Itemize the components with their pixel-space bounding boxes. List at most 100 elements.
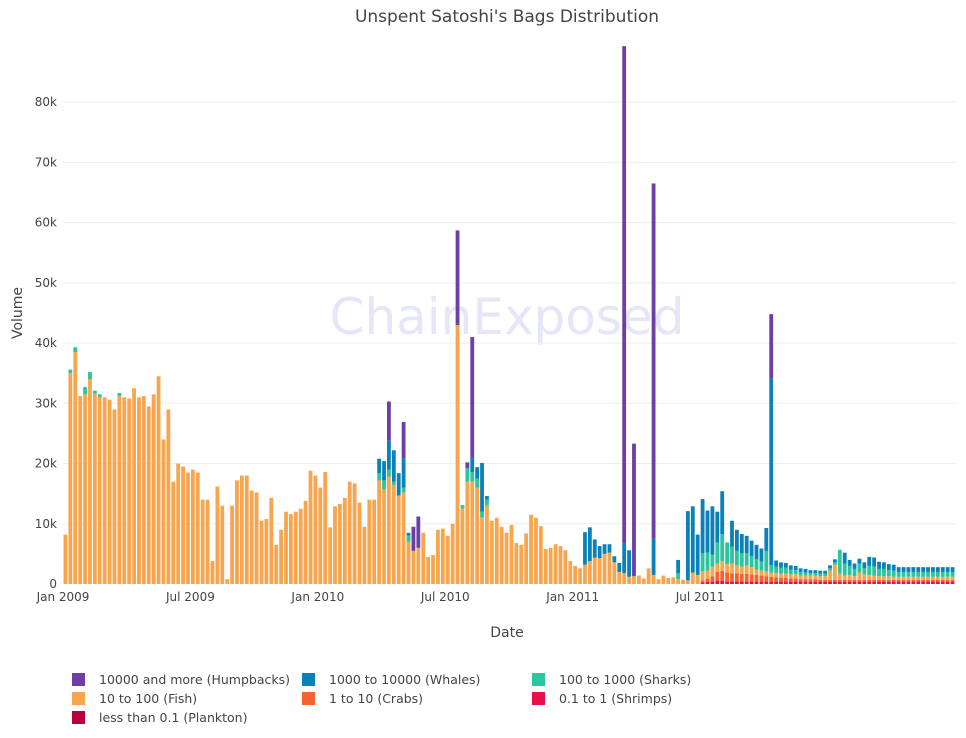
bar-segment[interactable] (931, 583, 935, 584)
bar-segment[interactable] (460, 508, 465, 584)
bar-segment[interactable] (788, 569, 793, 575)
bar-segment[interactable] (710, 583, 715, 584)
bar-segment[interactable] (622, 573, 627, 584)
bar-segment[interactable] (818, 576, 823, 580)
bar-segment[interactable] (102, 397, 107, 584)
bar-segment[interactable] (798, 571, 803, 576)
bar-segment[interactable] (886, 583, 891, 584)
bar-segment[interactable] (685, 511, 690, 581)
bar-segment[interactable] (788, 581, 793, 584)
bar-segment[interactable] (926, 571, 930, 577)
bar-segment[interactable] (416, 547, 421, 584)
bar-segment[interactable] (872, 579, 877, 582)
bar-segment[interactable] (784, 562, 788, 568)
bar-segment[interactable] (906, 576, 911, 580)
bar-segment[interactable] (837, 573, 842, 580)
bar-segment[interactable] (779, 562, 783, 568)
bar-segment[interactable] (230, 505, 234, 584)
bar-segment[interactable] (852, 568, 857, 577)
bar-segment[interactable] (141, 396, 146, 584)
bar-segment[interactable] (710, 576, 715, 582)
bar-segment[interactable] (739, 534, 744, 554)
bar-segment[interactable] (470, 457, 475, 472)
bar-segment[interactable] (534, 517, 538, 584)
bar-segment[interactable] (700, 582, 705, 584)
bar-segment[interactable] (156, 376, 161, 584)
bar-segment[interactable] (896, 581, 901, 584)
bar-segment[interactable] (935, 567, 940, 572)
bar-segment[interactable] (249, 490, 254, 584)
bar-segment[interactable] (916, 581, 921, 584)
bar-segment[interactable] (117, 396, 122, 584)
bar-segment[interactable] (622, 46, 627, 544)
bar-segment[interactable] (382, 461, 386, 481)
bar-segment[interactable] (798, 575, 803, 580)
bar-segment[interactable] (754, 569, 759, 575)
bar-segment[interactable] (808, 573, 813, 576)
bar-segment[interactable] (882, 568, 886, 577)
bar-segment[interactable] (715, 583, 720, 584)
bar-segment[interactable] (926, 579, 930, 582)
bar-segment[interactable] (896, 567, 901, 572)
bar-segment[interactable] (784, 581, 788, 584)
bar-segment[interactable] (504, 532, 509, 584)
bar-segment[interactable] (921, 583, 926, 584)
bar-segment[interactable] (940, 567, 945, 572)
bar-segment[interactable] (833, 559, 837, 563)
bar-segment[interactable] (88, 379, 92, 584)
bar-segment[interactable] (852, 563, 857, 569)
bar-segment[interactable] (186, 472, 190, 584)
bar-segment[interactable] (837, 579, 842, 582)
bar-segment[interactable] (891, 583, 896, 584)
bar-segment[interactable] (891, 576, 896, 580)
bar-segment[interactable] (940, 571, 945, 577)
bar-segment[interactable] (431, 555, 435, 584)
bar-segment[interactable] (803, 568, 808, 573)
bar-segment[interactable] (945, 571, 950, 577)
bar-segment[interactable] (725, 581, 730, 584)
bar-segment[interactable] (676, 573, 680, 580)
bar-segment[interactable] (391, 481, 396, 486)
bar-segment[interactable] (725, 572, 730, 582)
bar-segment[interactable] (617, 571, 622, 584)
bar-segment[interactable] (455, 325, 460, 584)
bar-segment[interactable] (950, 583, 955, 584)
bar-segment[interactable] (882, 579, 886, 582)
bar-segment[interactable] (886, 581, 891, 584)
bar-segment[interactable] (387, 476, 391, 584)
bar-segment[interactable] (465, 462, 470, 469)
bar-segment[interactable] (862, 583, 867, 584)
bar-segment[interactable] (259, 520, 264, 584)
bar-segment[interactable] (700, 580, 705, 583)
bar-segment[interactable] (847, 579, 852, 582)
bar-segment[interactable] (862, 581, 867, 584)
bar-segment[interactable] (769, 581, 774, 584)
bar-segment[interactable] (798, 583, 803, 584)
bar-segment[interactable] (872, 557, 877, 567)
bar-segment[interactable] (931, 581, 935, 584)
bar-segment[interactable] (372, 499, 377, 584)
bar-segment[interactable] (627, 576, 631, 584)
bar-segment[interactable] (318, 487, 323, 584)
bar-segment[interactable] (877, 561, 881, 569)
bar-segment[interactable] (833, 583, 837, 584)
bar-segment[interactable] (896, 583, 901, 584)
bar-segment[interactable] (494, 517, 499, 584)
bar-segment[interactable] (710, 566, 715, 577)
bar-segment[interactable] (382, 480, 386, 490)
bar-segment[interactable] (617, 562, 622, 572)
bar-segment[interactable] (583, 532, 587, 565)
bar-segment[interactable] (857, 581, 862, 584)
bar-segment[interactable] (622, 543, 627, 574)
bar-segment[interactable] (896, 579, 901, 582)
bar-segment[interactable] (416, 516, 421, 548)
bar-segment[interactable] (450, 523, 455, 584)
bar-segment[interactable] (720, 491, 725, 535)
bar-segment[interactable] (636, 575, 641, 584)
bar-segment[interactable] (391, 450, 396, 482)
bar-segment[interactable] (774, 566, 779, 574)
bar-segment[interactable] (171, 481, 176, 584)
bar-segment[interactable] (872, 575, 877, 580)
bar-segment[interactable] (225, 579, 230, 584)
bar-segment[interactable] (926, 581, 930, 584)
